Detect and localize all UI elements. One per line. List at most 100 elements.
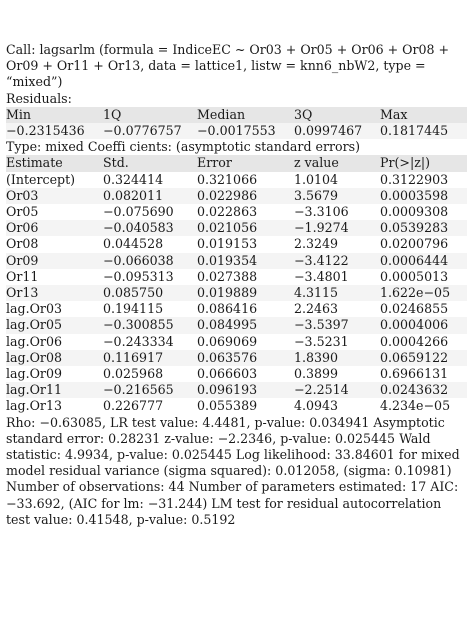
coefficient-value: −1.9274	[294, 220, 380, 237]
coefficients-body: (Intercept) 0.324414 0.321066 1.0104 0.31229…	[6, 172, 467, 415]
residuals-header-cell: Median	[197, 106, 246, 122]
coefficients-row: lag.Or05 −0.300855 0.084995 −3.5397 0.000400…	[6, 317, 467, 334]
coefficient-value: 3.5679	[294, 187, 380, 205]
coefficient-value: 0.044528	[103, 236, 164, 252]
coefficient-term: lag.Or05	[6, 317, 103, 334]
coefficient-term: lag.Or11	[6, 382, 103, 399]
residuals-header-cell: Max	[380, 106, 408, 122]
coefficient-value: 0.0200796	[380, 236, 449, 252]
coefficients-row: Or09 −0.066038 0.019354 −3.4122 0.0006444	[6, 252, 467, 269]
type-text: Type: mixed Coeffi cients: (asymptotic s…	[6, 139, 360, 155]
coefficients-row: Or11 −0.095313 0.027388 −3.4801 0.0005013	[6, 269, 467, 285]
coefficient-value: 0.226777	[103, 398, 164, 414]
residuals-table: Min 1Q Median 3Q Max −0.2315436 −0.07767…	[6, 106, 467, 140]
residuals-value-row: −0.2315436 −0.0776757 −0.0017553 0.09974…	[6, 123, 467, 140]
coefficients-row: lag.Or06 −0.243334 0.069069 −3.5231 0.000426…	[6, 334, 467, 350]
coefficient-term: lag.Or09	[6, 366, 62, 382]
coefficient-value: 0.085750	[103, 285, 197, 302]
coefficient-value: 0.0009308	[380, 204, 449, 220]
coefficient-value: 0.3122903	[380, 171, 449, 187]
coefficients-header-cell: z value	[294, 155, 339, 171]
coefficient-value: 0.116917	[103, 349, 197, 367]
coefficient-value: 4.0943	[294, 398, 339, 414]
coefficient-value: 0.022986	[197, 187, 294, 205]
coefficient-term: lag.Or03	[6, 301, 62, 317]
coefficient-value: −3.4122	[294, 252, 380, 269]
coefficient-value: −2.2514	[294, 382, 380, 399]
residuals-value-cell: −0.0776757	[103, 123, 197, 140]
coefficient-value: 0.0246855	[380, 301, 449, 317]
coefficient-value: 1.0104	[294, 171, 339, 187]
coefficients-row: lag.Or13 0.226777 0.055389 4.0943 4.234e−05	[6, 398, 467, 414]
coefficient-term: Or13	[6, 285, 103, 302]
coefficient-value: −3.5397	[294, 317, 380, 334]
model-output: Call: lagsarlm (formula = IndiceEC ~ Or0…	[6, 42, 467, 528]
coefficients-header-cell: Std.	[103, 155, 129, 171]
coefficient-value: −0.075690	[103, 204, 174, 220]
coefficient-value: 0.086416	[197, 301, 258, 317]
coefficient-term: lag.Or08	[6, 349, 103, 367]
coefficient-value: 0.6966131	[380, 366, 449, 382]
coefficients-row: lag.Or03 0.194115 0.086416 2.2463 0.0246855	[6, 301, 467, 317]
coefficients-header-cell: Estimate	[6, 155, 63, 171]
coefficient-value: 0.027388	[197, 268, 258, 284]
coefficient-value: 0.066603	[197, 366, 258, 382]
residuals-header-row: Min 1Q Median 3Q Max	[6, 106, 467, 124]
coefficients-row: lag.Or11 −0.216565 0.096193 −2.2514 0.024363…	[6, 382, 467, 399]
residuals-value-cell: −0.2315436	[6, 123, 103, 140]
coefficient-term: lag.Or06	[6, 333, 62, 349]
coefficient-value: 0.0005013	[380, 268, 449, 284]
coefficient-term: lag.Or13	[6, 398, 62, 414]
coefficient-value: 0.019354	[197, 252, 294, 269]
coefficient-value: 0.096193	[197, 382, 294, 399]
coefficient-value: 0.069069	[197, 333, 258, 349]
coefficient-value: 0.019889	[197, 285, 294, 302]
coefficient-term: Or09	[6, 252, 103, 269]
coefficient-value: −0.066038	[103, 252, 197, 269]
summary-text: Rho: −0.63085, LR test value: 4.4481, p-…	[6, 414, 460, 527]
coefficients-header-row: Estimate Std. Error z value Pr(>|z|)	[6, 155, 467, 172]
coefficients-row: Or03 0.082011 0.022986 3.5679 0.0003598	[6, 187, 467, 205]
residuals-label: Residuals:	[6, 90, 72, 106]
coefficient-value: 1.8390	[294, 349, 380, 367]
coefficient-value: 0.0004006	[380, 317, 467, 334]
coefficient-value: 0.055389	[197, 398, 258, 414]
coefficient-value: 0.021056	[197, 220, 294, 237]
coefficient-value: −0.300855	[103, 317, 197, 334]
coefficient-value: 0.0006444	[380, 252, 467, 269]
coefficient-value: −0.216565	[103, 382, 197, 399]
coefficient-value: 0.063576	[197, 349, 294, 367]
residuals-header-cell: 1Q	[103, 106, 122, 122]
coefficient-value: 0.194115	[103, 301, 164, 317]
coefficient-value: 0.082011	[103, 187, 197, 205]
coefficient-value: −3.4801	[294, 268, 349, 284]
coefficient-value: 0.321066	[197, 171, 258, 187]
coefficient-value: −0.095313	[103, 268, 174, 284]
coefficient-value: −3.5231	[294, 333, 349, 349]
residuals-value-cell: 0.1817445	[380, 123, 467, 140]
coefficients-row: lag.Or08 0.116917 0.063576 1.8390 0.0659122	[6, 349, 467, 367]
coefficient-value: 0.0539283	[380, 220, 467, 237]
coefficient-value: 0.084995	[197, 317, 294, 334]
coefficients-row: Or13 0.085750 0.019889 4.3115 1.622e−05	[6, 285, 467, 302]
coefficient-value: 0.0659122	[380, 349, 467, 367]
call-text: Call: lagsarlm (formula = IndiceEC ~ Or0…	[6, 42, 450, 90]
coefficient-value: −3.3106	[294, 204, 349, 220]
coefficient-term: Or11	[6, 268, 39, 284]
coefficient-value: 0.0243632	[380, 382, 467, 399]
coefficient-value: 0.022863	[197, 204, 258, 220]
coefficient-term: (Intercept)	[6, 171, 76, 187]
coefficients-header-cell: Error	[197, 155, 232, 171]
residuals-value-cell: 0.0997467	[294, 123, 380, 140]
coefficients-header-cell: Pr(>|z|)	[380, 155, 430, 171]
coefficient-value: 0.0003598	[380, 187, 467, 205]
coefficient-term: Or08	[6, 236, 39, 252]
coefficients-row: Or08 0.044528 0.019153 2.3249 0.0200796	[6, 236, 467, 252]
coefficient-value: 0.0004266	[380, 333, 449, 349]
coefficient-value: 0.324414	[103, 171, 164, 187]
coefficient-value: 4.234e−05	[380, 398, 451, 414]
residuals-value-cell: −0.0017553	[197, 123, 294, 140]
coefficient-term: Or05	[6, 204, 39, 220]
coefficients-row: lag.Or09 0.025968 0.066603 0.3899 0.6966131	[6, 366, 467, 382]
coefficient-value: 0.019153	[197, 236, 258, 252]
